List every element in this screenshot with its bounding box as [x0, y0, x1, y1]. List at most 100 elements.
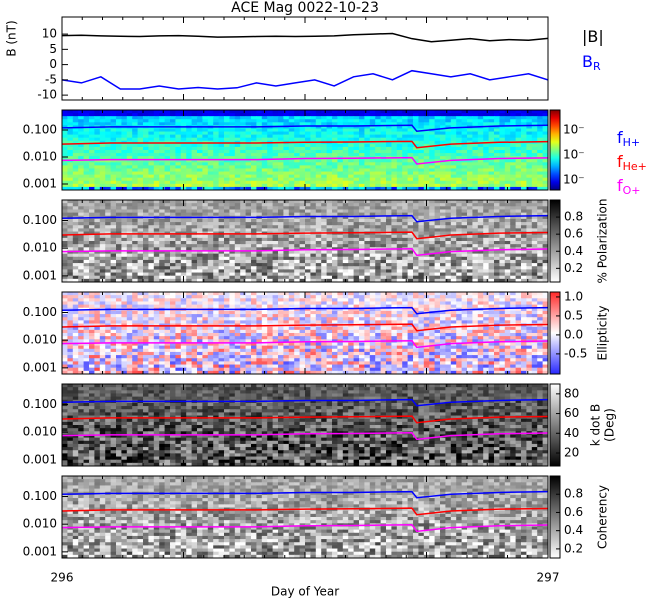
spectrogram-cell — [526, 200, 533, 204]
spectrogram-cell — [434, 128, 441, 133]
spectrogram-cell — [180, 156, 187, 160]
spectrogram-cell — [256, 237, 263, 242]
spectrogram-cell — [440, 186, 446, 190]
spectrogram-cell — [99, 113, 106, 117]
spectrogram-cell — [391, 125, 398, 130]
spectrogram-cell — [456, 137, 463, 142]
spectrogram-cell — [310, 177, 317, 182]
spectrogram-cell — [72, 266, 79, 270]
spectrogram-cell — [483, 206, 490, 211]
spectrogram-cell — [386, 253, 392, 258]
spectrogram-cell — [229, 250, 236, 255]
spectrogram-cell — [342, 150, 349, 154]
spectrogram-cell — [137, 168, 144, 173]
spectrogram-cell — [229, 128, 236, 133]
spectrogram-cell — [261, 234, 268, 239]
spectrogram-cell — [105, 122, 112, 126]
spectrogram-cell — [283, 228, 290, 233]
spectrogram-cell — [396, 212, 403, 217]
spectrogram-cell — [229, 159, 236, 163]
spectrogram-cell — [137, 122, 144, 126]
spectrogram-cell — [359, 218, 365, 223]
spectrogram-cell — [423, 119, 430, 123]
spectrogram-cell — [445, 247, 452, 252]
spectrogram-cell — [105, 278, 112, 282]
spectrogram-cell — [267, 159, 274, 163]
spectrogram-cell — [202, 259, 209, 264]
spectrogram-cell — [456, 256, 463, 261]
spectrogram-cell — [375, 218, 382, 223]
spectrogram-cell — [110, 113, 117, 117]
spectrogram-cell — [251, 110, 257, 114]
spectrogram-cell — [391, 113, 398, 117]
spectrogram-cell — [105, 225, 112, 229]
spectrogram-cell — [504, 269, 511, 274]
spectrogram-cell — [434, 122, 441, 126]
spectrogram-cell — [445, 218, 452, 223]
spectrogram-cell — [272, 186, 279, 190]
spectrogram-cell — [434, 171, 441, 176]
spectrogram-cell — [359, 125, 365, 130]
spectrogram-cell — [305, 183, 311, 188]
spectrogram-cell — [407, 159, 414, 163]
spectrogram-cell — [332, 272, 338, 277]
spectrogram-cell — [116, 259, 122, 264]
spectrogram-cell — [299, 150, 306, 154]
spectrogram-cell — [521, 218, 527, 223]
spectrogram-cell — [180, 222, 187, 226]
spectrogram-cell — [515, 275, 522, 280]
spectrogram-cell — [342, 171, 349, 176]
spectrogram-cell — [332, 165, 338, 170]
spectrogram-cell — [159, 177, 166, 182]
spectrogram-cell — [105, 159, 112, 163]
spectrogram-cell — [326, 134, 333, 139]
spectrogram-cell — [515, 153, 522, 157]
spectrogram-cell — [359, 174, 365, 179]
spectrogram-cell — [121, 143, 128, 148]
spectrogram-cell — [229, 222, 236, 226]
spectrogram-cell — [477, 256, 484, 261]
spectrogram-cell — [294, 128, 301, 133]
spectrogram-cell — [521, 225, 527, 229]
spectrogram-cell — [418, 125, 425, 130]
spectrogram-cell — [359, 222, 365, 226]
spectrogram-cell — [202, 113, 209, 117]
spectrogram-cell — [137, 162, 144, 166]
spectrogram-cell — [407, 137, 414, 142]
spectrogram-cell — [67, 168, 74, 173]
spectrogram-cell — [380, 203, 387, 207]
spectrogram-cell — [467, 183, 473, 188]
spectrogram-cell — [234, 275, 241, 280]
spectrogram-cell — [159, 241, 166, 245]
spectrogram-cell — [461, 116, 468, 120]
spectrogram-cell — [278, 259, 284, 264]
spectrogram-cell — [515, 119, 522, 123]
spectrogram-cell — [186, 259, 193, 264]
spectrogram-cell — [461, 119, 468, 123]
spectrogram-cell — [121, 247, 128, 252]
spectrogram-cell — [197, 203, 203, 207]
spectrogram-cell — [116, 263, 122, 267]
spectrogram-cell — [391, 143, 398, 148]
spectrogram-cell — [207, 244, 214, 248]
spectrogram-cell — [434, 110, 441, 114]
spectrogram-cell — [402, 119, 409, 123]
spectrogram-cell — [494, 131, 500, 136]
spectrogram-cell — [267, 162, 274, 166]
spectrogram-cell — [99, 256, 106, 261]
spectrogram-cell — [450, 134, 457, 139]
spectrogram-cell — [386, 218, 392, 223]
spectrogram-cell — [283, 143, 290, 148]
spectrogram-cell — [321, 225, 328, 229]
spectrogram-cell — [67, 256, 74, 261]
spectrogram-cell — [224, 272, 230, 277]
spectrogram-cell — [380, 146, 387, 151]
spectrogram-cell — [267, 263, 274, 267]
spectrogram-cell — [105, 263, 112, 267]
spectrogram-cell — [272, 180, 279, 185]
spectrogram-cell — [445, 269, 452, 274]
spectrogram-cell — [461, 218, 468, 223]
spectrogram-cell — [186, 143, 193, 148]
spectrogram-cell — [521, 143, 527, 148]
spectrogram-cell — [477, 259, 484, 264]
